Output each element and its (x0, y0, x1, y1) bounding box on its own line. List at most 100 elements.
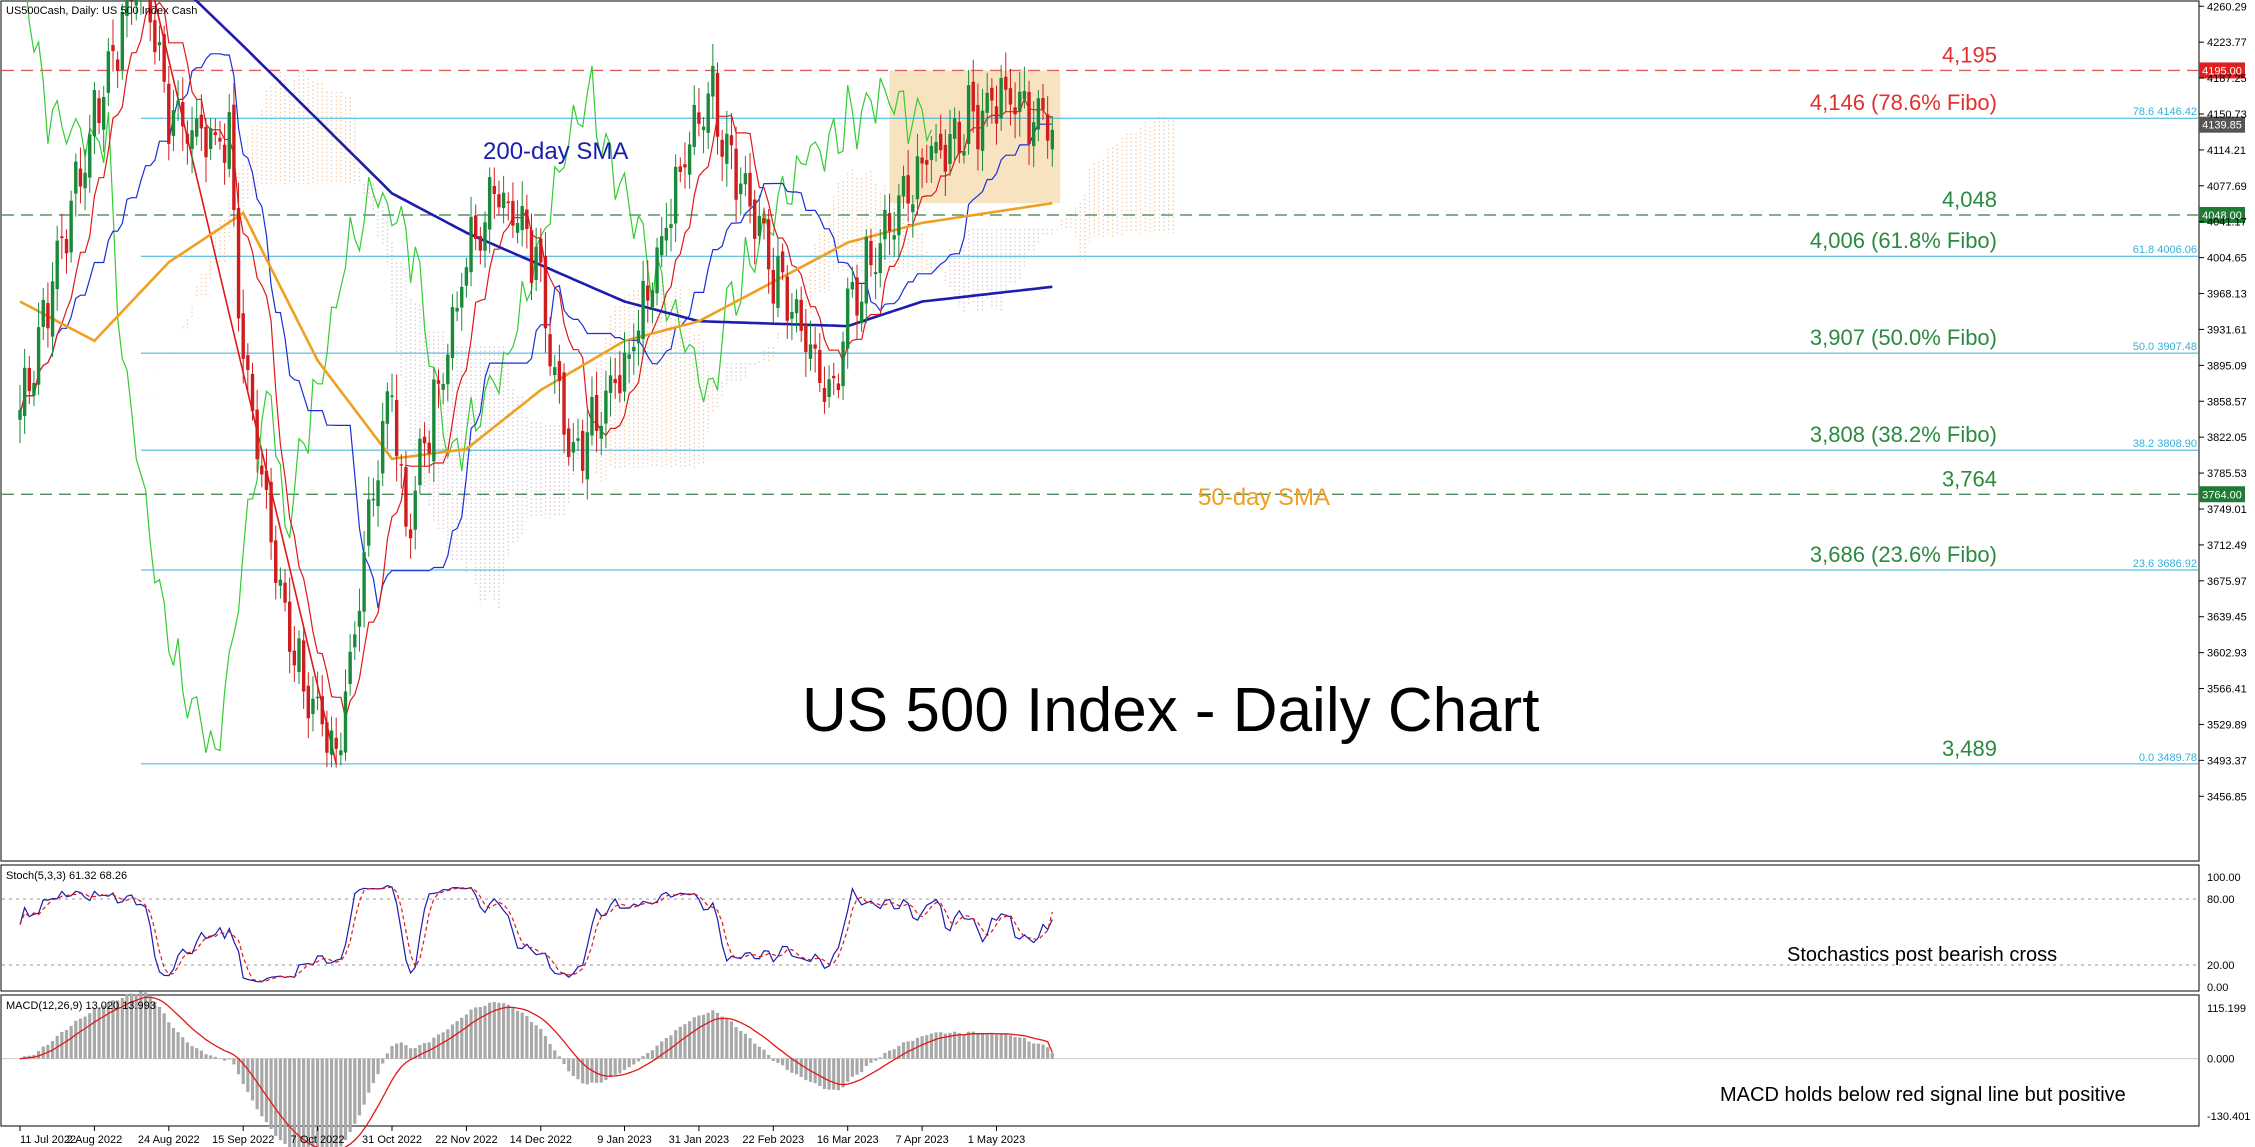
stoch-k-line (19, 885, 1053, 983)
macd-bar (181, 1037, 185, 1059)
macd-bar (167, 1022, 171, 1059)
candle-body (883, 209, 887, 240)
macd-bar (901, 1042, 906, 1059)
macd-bar (953, 1031, 957, 1059)
macd-bar (534, 1025, 538, 1059)
macd-bar (204, 1054, 208, 1059)
macd-bar (860, 1058, 864, 1072)
candle-body (46, 303, 50, 329)
macd-bar (395, 1043, 399, 1059)
macd-bar (37, 1051, 41, 1059)
macd-bar (218, 1058, 222, 1059)
candle-body (241, 313, 245, 359)
macd-bar (102, 1005, 106, 1059)
macd-axis-label: 0.000 (2207, 1054, 2235, 1066)
macd-bar (664, 1037, 668, 1059)
macd-bar (599, 1058, 603, 1083)
candle-body (385, 391, 390, 424)
candle-body (213, 132, 217, 136)
macd-bar (488, 1002, 492, 1059)
candle-body (692, 104, 696, 147)
price-tick-label: 3749.01 (2207, 504, 2247, 516)
candle-body (971, 81, 975, 112)
candle-body (464, 267, 469, 286)
macd-bar (553, 1050, 557, 1059)
macd-bar (622, 1058, 627, 1070)
macd-bar (855, 1058, 859, 1075)
macd-bar (785, 1058, 789, 1070)
candle-body (985, 92, 989, 113)
candle-body (483, 222, 487, 251)
macd-bar (264, 1058, 269, 1123)
macd-bar (757, 1046, 761, 1059)
candle-body (748, 172, 752, 207)
macd-bar (934, 1032, 938, 1059)
macd-bar (399, 1042, 403, 1059)
fibo-tag: 61.8 4006.06 (2133, 244, 2197, 256)
candle-body (925, 159, 929, 165)
candle-body (153, 20, 157, 53)
macd-bar (418, 1044, 422, 1059)
candle-body (790, 311, 794, 319)
candle-body (157, 42, 162, 46)
candle-body (813, 344, 817, 349)
candle-body (506, 201, 510, 204)
candle-body (413, 490, 417, 530)
candle-body (706, 93, 710, 133)
macd-bar (832, 1058, 836, 1090)
candle-body (195, 118, 199, 137)
candle-body (227, 112, 231, 169)
macd-bar (781, 1058, 785, 1066)
macd-bar (929, 1033, 933, 1059)
candle-body (78, 168, 83, 187)
macd-bar (655, 1045, 659, 1059)
macd-bar (69, 1025, 73, 1059)
macd-bar (278, 1058, 282, 1141)
date-tick-label: 16 Mar 2023 (817, 1134, 879, 1146)
macd-bar (436, 1034, 441, 1059)
candle-body (432, 379, 436, 462)
axis-layer: 4195.00 4048.00 3764.00 4139.85 4260.29 4223.… (19, 1, 2250, 1146)
macd-bar (130, 993, 134, 1059)
candle-body (292, 650, 297, 666)
candle-body (669, 224, 673, 228)
macd-bar (683, 1024, 687, 1059)
macd-bar (292, 1058, 296, 1147)
candle-body (980, 110, 985, 151)
level-label: 4,195 (1942, 42, 1997, 67)
macd-bar (874, 1058, 878, 1061)
macd-bar (581, 1058, 585, 1084)
date-tick-label: 24 Aug 2022 (138, 1134, 200, 1146)
candle-body (711, 65, 715, 97)
macd-bar (976, 1033, 980, 1059)
level-price-box-label: 4195.00 (2202, 65, 2242, 77)
macd-bar (711, 1010, 715, 1059)
macd-bar (985, 1033, 989, 1059)
candle-body (720, 139, 724, 157)
candle-body (855, 277, 859, 316)
macd-bar (543, 1035, 548, 1059)
stoch-pane-frame (0, 864, 2200, 992)
macd-bar (962, 1034, 966, 1059)
price-tick-label: 4114.21 (2207, 145, 2246, 157)
macd-bar (306, 1058, 310, 1147)
macd-bar (869, 1058, 873, 1063)
macd-bar (74, 1020, 78, 1059)
macd-bar (413, 1048, 417, 1059)
candle-body (315, 696, 320, 699)
macd-axis-label: 115.199 (2207, 1003, 2246, 1015)
candle-body (557, 361, 562, 382)
candle-body (102, 96, 106, 130)
macd-bar (232, 1058, 236, 1065)
fibo-tag: 50.0 3907.48 (2133, 341, 2197, 353)
macd-bar (734, 1027, 738, 1059)
candle-body (83, 172, 87, 189)
stoch-axis-label: 0.00 (2207, 982, 2228, 994)
candle-body (734, 148, 738, 200)
candle-body (594, 394, 599, 431)
candle-body (520, 206, 524, 231)
macd-bar (920, 1036, 924, 1059)
macd-bar (1046, 1047, 1050, 1059)
candle-body (962, 151, 966, 156)
macd-bar (515, 1010, 520, 1059)
